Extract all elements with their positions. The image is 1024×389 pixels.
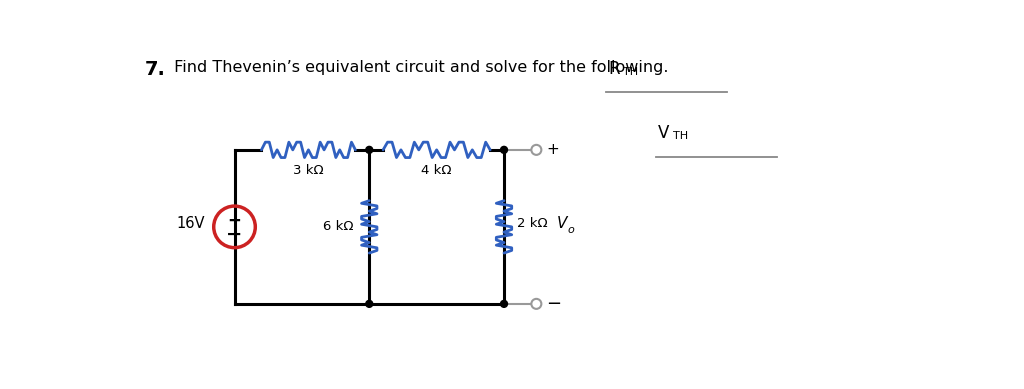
Circle shape [531, 145, 542, 155]
Text: +: + [227, 212, 242, 230]
Text: V: V [556, 216, 566, 231]
Text: −: − [547, 295, 561, 313]
Text: TH: TH [623, 67, 638, 77]
Text: 3 kΩ: 3 kΩ [293, 164, 324, 177]
Text: 2 kΩ: 2 kΩ [517, 217, 548, 230]
Circle shape [501, 146, 508, 153]
Text: Find Thevenin’s equivalent circuit and solve for the following.: Find Thevenin’s equivalent circuit and s… [169, 60, 669, 75]
Circle shape [531, 299, 542, 309]
Circle shape [501, 300, 508, 307]
Text: 7.: 7. [144, 60, 165, 79]
Circle shape [366, 146, 373, 153]
Text: TH: TH [673, 131, 688, 141]
Text: 6 kΩ: 6 kΩ [324, 220, 354, 233]
Text: V: V [658, 124, 670, 142]
Text: −: − [226, 225, 243, 244]
Circle shape [366, 300, 373, 307]
Text: 4 kΩ: 4 kΩ [422, 164, 452, 177]
Text: o: o [567, 225, 573, 235]
Text: +: + [547, 142, 559, 158]
Text: R: R [608, 60, 620, 78]
Text: 16V: 16V [177, 216, 205, 231]
